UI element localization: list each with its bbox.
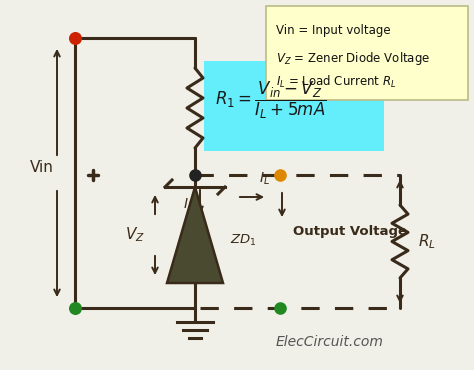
Text: $R_L$: $R_L$ bbox=[418, 232, 436, 251]
Text: Output Voltage: Output Voltage bbox=[293, 225, 407, 238]
Text: $I_Z$: $I_Z$ bbox=[183, 197, 196, 213]
Text: $V_Z$: $V_Z$ bbox=[125, 226, 145, 244]
FancyBboxPatch shape bbox=[204, 61, 384, 151]
Text: Vin: Vin bbox=[30, 161, 54, 175]
Text: ElecCircuit.com: ElecCircuit.com bbox=[276, 335, 384, 349]
Text: $I_L$: $I_L$ bbox=[259, 171, 270, 187]
Text: $I_L$ = Load Current $R_L$: $I_L$ = Load Current $R_L$ bbox=[276, 74, 396, 90]
FancyBboxPatch shape bbox=[266, 6, 468, 100]
Point bbox=[71, 305, 79, 311]
Text: $V_Z$ = Zener Diode Voltage: $V_Z$ = Zener Diode Voltage bbox=[276, 50, 430, 67]
Text: $ZD_1$: $ZD_1$ bbox=[230, 232, 256, 248]
Text: $R_1 = \dfrac{V_{in} - V_Z}{I_L + 5mA}$: $R_1 = \dfrac{V_{in} - V_Z}{I_L + 5mA}$ bbox=[215, 80, 327, 121]
Point bbox=[71, 35, 79, 41]
Point bbox=[276, 172, 284, 178]
Point bbox=[191, 172, 199, 178]
Polygon shape bbox=[167, 187, 223, 283]
Text: Vin = Input voltage: Vin = Input voltage bbox=[276, 24, 391, 37]
Point bbox=[276, 305, 284, 311]
